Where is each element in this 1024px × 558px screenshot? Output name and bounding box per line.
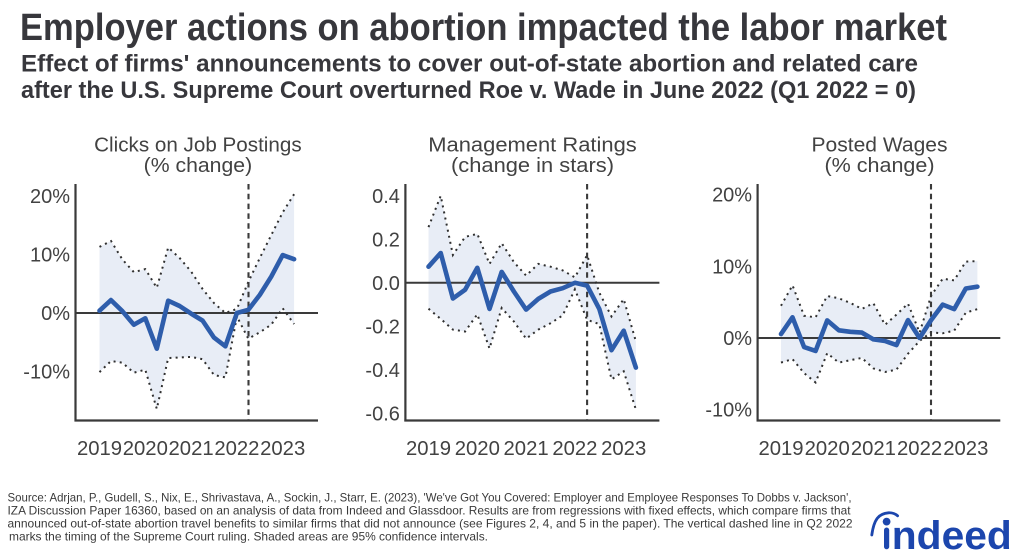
svg-text:20%: 20% (712, 185, 752, 207)
svg-text:2022: 2022 (552, 438, 597, 460)
svg-text:2019: 2019 (758, 438, 803, 460)
svg-text:2023: 2023 (943, 438, 988, 460)
svg-text:2021: 2021 (851, 438, 896, 460)
svg-text:0.4: 0.4 (372, 186, 400, 208)
svg-text:Management Ratings: Management Ratings (428, 135, 637, 157)
svg-text:0%: 0% (41, 303, 70, 325)
svg-text:20%: 20% (30, 186, 70, 208)
svg-text:2022: 2022 (214, 438, 259, 460)
svg-text:10%: 10% (712, 257, 752, 279)
svg-text:0.0: 0.0 (372, 273, 400, 295)
svg-text:IZA Discussion Paper 16360, ba: IZA Discussion Paper 16360, based on an … (8, 504, 852, 518)
svg-text:2023: 2023 (601, 438, 646, 460)
svg-text:0.2: 0.2 (372, 230, 400, 252)
svg-text:announced out-of-state abortio: announced out-of-state abortion travel b… (8, 516, 853, 530)
svg-text:Source: Adrjan, P., Gudell, S.: Source: Adrjan, P., Gudell, S., Nix, E.,… (8, 491, 852, 505)
svg-text:-10%: -10% (705, 400, 752, 422)
svg-text:0%: 0% (723, 328, 752, 350)
svg-text:Effect of firms' announcements: Effect of firms' announcements to cover … (21, 51, 918, 78)
svg-text:Employer actions on abortion i: Employer actions on abortion impacted th… (20, 7, 947, 49)
svg-text:2019: 2019 (77, 438, 122, 460)
svg-text:-0.4: -0.4 (365, 360, 399, 382)
svg-text:ndeed: ndeed (892, 514, 1012, 558)
svg-text:(% change): (% change) (825, 155, 935, 177)
svg-text:2021: 2021 (504, 438, 549, 460)
svg-text:2021: 2021 (169, 438, 214, 460)
svg-text:10%: 10% (30, 245, 70, 267)
svg-text:(% change): (% change) (144, 155, 253, 177)
svg-text:2019: 2019 (406, 438, 451, 460)
svg-text:-0.2: -0.2 (365, 317, 399, 339)
svg-text:(change in stars): (change in stars) (451, 155, 614, 177)
svg-text:after the U.S. Supreme Court o: after the U.S. Supreme Court overturned … (21, 77, 916, 104)
svg-text:2020: 2020 (805, 438, 850, 460)
svg-text:2023: 2023 (260, 438, 305, 460)
svg-text:Posted Wages: Posted Wages (812, 135, 948, 157)
svg-text:Clicks on Job Postings: Clicks on Job Postings (94, 135, 302, 157)
svg-text:-10%: -10% (23, 362, 70, 384)
svg-text:-0.6: -0.6 (365, 404, 399, 426)
svg-text:2022: 2022 (897, 438, 942, 460)
svg-text:2020: 2020 (123, 438, 168, 460)
svg-text:2020: 2020 (455, 438, 500, 460)
svg-text:marks the timing of the Suprem: marks the timing of the Supreme Court ru… (9, 529, 488, 543)
